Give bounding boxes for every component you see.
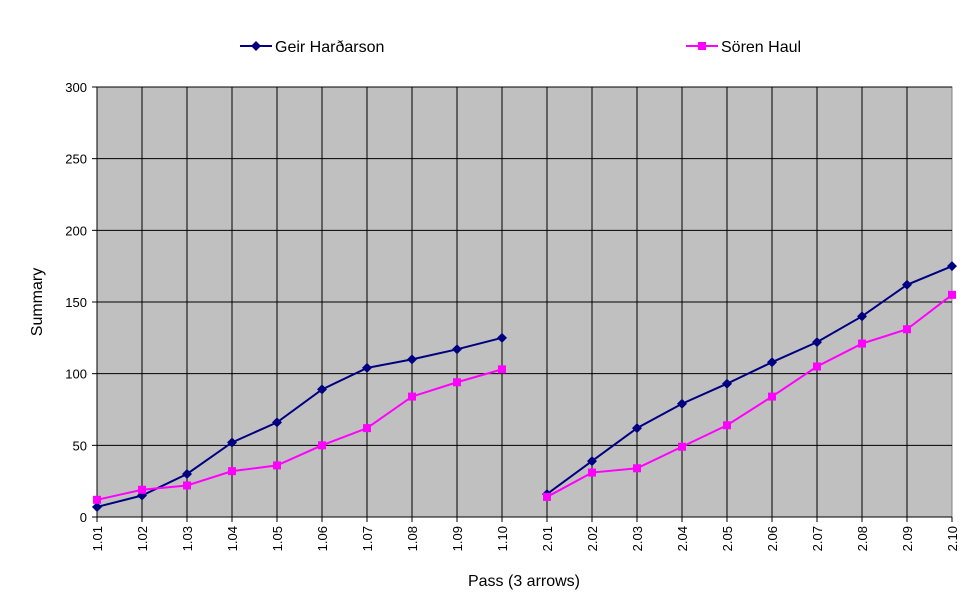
data-point — [948, 290, 956, 299]
data-point — [228, 467, 236, 476]
data-point — [138, 485, 146, 494]
x-tick-label: 1.06 — [315, 526, 330, 551]
x-tick-label: 2.10 — [945, 526, 960, 551]
gridlines — [96, 86, 952, 518]
data-point — [768, 392, 776, 401]
y-tick-label: 150 — [65, 295, 87, 310]
x-tick-label: 1.05 — [270, 526, 285, 551]
x-tick-label: 2.08 — [855, 526, 870, 551]
series-line — [96, 368, 503, 501]
x-tick-label: 2.02 — [585, 526, 600, 551]
legend-item: Sören Haul — [686, 39, 801, 56]
data-point — [317, 384, 327, 395]
x-tick-label: 2.05 — [720, 526, 735, 551]
y-axis-title: Summary — [29, 268, 46, 336]
legend-label: Sören Haul — [721, 39, 801, 56]
data-point — [858, 339, 866, 348]
y-tick-label: 200 — [65, 223, 87, 238]
series-1 — [92, 261, 957, 512]
legend-label: Geir Harðarson — [275, 39, 384, 56]
data-point — [767, 357, 777, 368]
x-tick-label: 2.01 — [540, 526, 555, 551]
data-point — [183, 481, 191, 490]
data-point — [452, 344, 462, 355]
data-point — [588, 468, 596, 477]
data-point — [362, 362, 372, 373]
data-point — [498, 365, 506, 374]
x-tick-label: 2.09 — [900, 526, 915, 551]
y-tick-label: 50 — [73, 438, 87, 453]
data-point — [407, 354, 417, 365]
x-tick-label: 2.04 — [675, 526, 690, 551]
data-point — [453, 378, 461, 387]
x-tick-label: 1.08 — [405, 526, 420, 551]
x-tick-label: 1.04 — [225, 526, 240, 551]
data-point — [497, 332, 507, 343]
legend-marker — [251, 41, 261, 51]
data-point — [857, 311, 867, 322]
series-layer — [92, 261, 957, 512]
y-tick-label: 300 — [65, 80, 87, 95]
data-point — [723, 421, 731, 430]
y-tick-label: 100 — [65, 367, 87, 382]
x-tick-label: 1.03 — [180, 526, 195, 551]
x-tick-label: 2.06 — [765, 526, 780, 551]
series-line — [96, 336, 503, 508]
x-tick-label: 2.03 — [630, 526, 645, 551]
x-tick-label: 1.01 — [90, 526, 105, 551]
series-line — [546, 294, 953, 498]
data-point — [677, 398, 687, 409]
data-point — [408, 392, 416, 401]
series-line — [546, 265, 953, 495]
y-tick-label: 250 — [65, 152, 87, 167]
data-point — [587, 456, 597, 467]
data-point — [93, 495, 101, 504]
series-2 — [93, 290, 956, 504]
data-point — [633, 464, 641, 473]
data-point — [722, 378, 732, 389]
data-point — [227, 437, 237, 448]
x-axis-ticks: 1.01 1.02 1.03 1.04 1.05 1.06 1.07 1.08 1.09 1.10… — [90, 517, 960, 551]
data-point — [903, 325, 911, 334]
x-tick-label: 1.09 — [450, 526, 465, 551]
x-tick-label: 1.02 — [135, 526, 150, 551]
x-tick-label: 1.07 — [360, 526, 375, 551]
data-point — [182, 469, 192, 479]
data-point — [947, 261, 957, 272]
data-point — [273, 461, 281, 470]
legend: Geir Harðarson Sören Haul — [240, 39, 801, 56]
data-point — [318, 441, 326, 450]
data-point — [272, 417, 282, 428]
y-tick-label: 0 — [80, 510, 87, 525]
x-tick-label: 1.10 — [495, 526, 510, 551]
legend-item: Geir Harðarson — [240, 39, 384, 56]
data-point — [543, 492, 551, 501]
data-point — [92, 501, 102, 512]
data-point — [363, 424, 371, 433]
data-point — [812, 337, 822, 348]
x-tick-label: 2.07 — [810, 526, 825, 551]
x-axis-title: Pass (3 arrows) — [468, 573, 580, 590]
y-axis-ticks: 0 50 100 150 200 250 300 — [65, 80, 97, 525]
data-point — [902, 279, 912, 290]
data-point — [813, 362, 821, 371]
data-point — [632, 423, 642, 434]
legend-marker — [698, 42, 706, 50]
data-point — [678, 442, 686, 451]
